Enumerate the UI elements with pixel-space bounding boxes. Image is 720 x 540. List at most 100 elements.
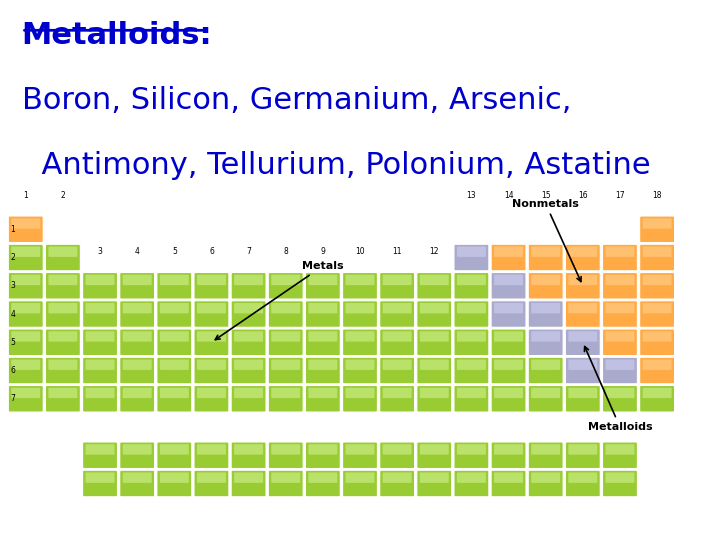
FancyBboxPatch shape (45, 329, 81, 355)
FancyBboxPatch shape (346, 275, 374, 285)
Text: Boron, Silicon, Germanium, Arsenic,: Boron, Silicon, Germanium, Arsenic, (22, 85, 571, 114)
Text: 2: 2 (60, 191, 66, 200)
FancyBboxPatch shape (305, 329, 341, 355)
FancyBboxPatch shape (83, 386, 117, 412)
Text: 9: 9 (320, 247, 325, 256)
FancyBboxPatch shape (420, 331, 449, 342)
FancyBboxPatch shape (86, 388, 114, 398)
FancyBboxPatch shape (565, 301, 600, 327)
FancyBboxPatch shape (48, 360, 77, 370)
FancyBboxPatch shape (417, 386, 451, 412)
FancyBboxPatch shape (454, 442, 489, 469)
FancyBboxPatch shape (120, 386, 155, 412)
FancyBboxPatch shape (494, 303, 523, 313)
FancyBboxPatch shape (494, 388, 523, 398)
Text: 6: 6 (209, 247, 214, 256)
FancyBboxPatch shape (157, 470, 192, 497)
FancyBboxPatch shape (382, 360, 412, 370)
FancyBboxPatch shape (120, 301, 155, 327)
FancyBboxPatch shape (12, 360, 40, 370)
FancyBboxPatch shape (86, 331, 114, 342)
FancyBboxPatch shape (528, 386, 563, 412)
FancyBboxPatch shape (234, 444, 263, 455)
FancyBboxPatch shape (308, 444, 338, 455)
FancyBboxPatch shape (417, 301, 451, 327)
FancyBboxPatch shape (45, 273, 81, 299)
FancyBboxPatch shape (12, 275, 40, 285)
Text: 17: 17 (615, 191, 625, 200)
FancyBboxPatch shape (346, 444, 374, 455)
FancyBboxPatch shape (197, 388, 226, 398)
FancyBboxPatch shape (639, 216, 675, 242)
FancyBboxPatch shape (420, 360, 449, 370)
FancyBboxPatch shape (457, 247, 486, 257)
FancyBboxPatch shape (491, 244, 526, 271)
FancyBboxPatch shape (48, 388, 77, 398)
FancyBboxPatch shape (643, 303, 672, 313)
FancyBboxPatch shape (305, 301, 341, 327)
FancyBboxPatch shape (639, 329, 675, 355)
FancyBboxPatch shape (568, 247, 598, 257)
FancyBboxPatch shape (157, 442, 192, 469)
FancyBboxPatch shape (160, 444, 189, 455)
FancyBboxPatch shape (346, 303, 374, 313)
FancyBboxPatch shape (528, 273, 563, 299)
FancyBboxPatch shape (643, 218, 672, 228)
FancyBboxPatch shape (491, 386, 526, 412)
FancyBboxPatch shape (122, 472, 152, 483)
Text: Metalloids: Metalloids (585, 347, 652, 432)
FancyBboxPatch shape (269, 442, 303, 469)
Text: 13: 13 (467, 191, 476, 200)
FancyBboxPatch shape (194, 329, 229, 355)
FancyBboxPatch shape (454, 357, 489, 384)
FancyBboxPatch shape (420, 388, 449, 398)
FancyBboxPatch shape (194, 386, 229, 412)
FancyBboxPatch shape (197, 331, 226, 342)
FancyBboxPatch shape (308, 388, 338, 398)
Text: 11: 11 (392, 247, 402, 256)
FancyBboxPatch shape (603, 301, 637, 327)
FancyBboxPatch shape (382, 303, 412, 313)
FancyBboxPatch shape (197, 275, 226, 285)
FancyBboxPatch shape (45, 357, 81, 384)
FancyBboxPatch shape (83, 470, 117, 497)
FancyBboxPatch shape (531, 275, 560, 285)
FancyBboxPatch shape (234, 275, 263, 285)
FancyBboxPatch shape (531, 444, 560, 455)
FancyBboxPatch shape (305, 357, 341, 384)
FancyBboxPatch shape (565, 442, 600, 469)
FancyBboxPatch shape (528, 244, 563, 271)
FancyBboxPatch shape (9, 216, 43, 242)
FancyBboxPatch shape (379, 301, 415, 327)
FancyBboxPatch shape (308, 275, 338, 285)
FancyBboxPatch shape (491, 329, 526, 355)
FancyBboxPatch shape (271, 303, 300, 313)
FancyBboxPatch shape (160, 275, 189, 285)
FancyBboxPatch shape (606, 331, 634, 342)
FancyBboxPatch shape (568, 303, 598, 313)
FancyBboxPatch shape (457, 444, 486, 455)
FancyBboxPatch shape (494, 472, 523, 483)
FancyBboxPatch shape (568, 472, 598, 483)
FancyBboxPatch shape (494, 444, 523, 455)
FancyBboxPatch shape (308, 331, 338, 342)
FancyBboxPatch shape (12, 218, 40, 228)
FancyBboxPatch shape (346, 388, 374, 398)
FancyBboxPatch shape (160, 472, 189, 483)
FancyBboxPatch shape (122, 303, 152, 313)
FancyBboxPatch shape (346, 472, 374, 483)
FancyBboxPatch shape (271, 444, 300, 455)
FancyBboxPatch shape (234, 472, 263, 483)
FancyBboxPatch shape (606, 247, 634, 257)
FancyBboxPatch shape (379, 386, 415, 412)
FancyBboxPatch shape (343, 386, 377, 412)
FancyBboxPatch shape (231, 386, 266, 412)
Text: 1: 1 (10, 225, 15, 234)
FancyBboxPatch shape (379, 470, 415, 497)
FancyBboxPatch shape (197, 444, 226, 455)
FancyBboxPatch shape (343, 273, 377, 299)
Text: 15: 15 (541, 191, 551, 200)
FancyBboxPatch shape (454, 273, 489, 299)
FancyBboxPatch shape (160, 331, 189, 342)
FancyBboxPatch shape (157, 329, 192, 355)
